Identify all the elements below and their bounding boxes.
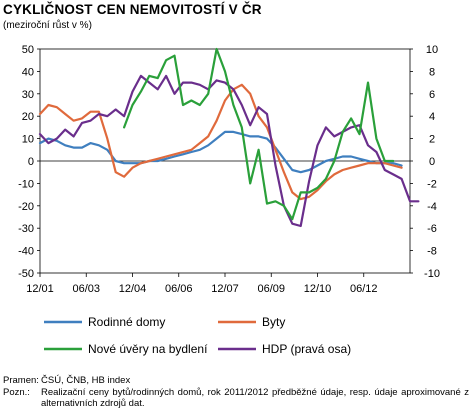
x-tick-label: 06/06 (165, 283, 193, 295)
note-label: Pozn.: (3, 386, 30, 398)
series-line-1 (38, 130, 403, 174)
left-tick-label: 0 (28, 156, 34, 168)
right-tick-label: -4 (427, 201, 437, 213)
x-tick-label: 06/12 (350, 283, 378, 295)
right-tick-label: 6 (429, 89, 435, 101)
x-tick-label: 12/01 (26, 283, 54, 295)
chart-title: CYKLIČNOST CEN NEMOVITOSTÍ V ČR (3, 2, 262, 17)
x-tick-label: 12/10 (304, 283, 332, 295)
legend-label-1: Rodinné domy (88, 315, 165, 329)
series-lines (38, 47, 420, 228)
x-tick-label: 06/03 (72, 283, 100, 295)
left-tick-label: 40 (22, 66, 34, 78)
left-tick-label: 50 (22, 44, 34, 56)
series-line-3 (123, 47, 395, 221)
chart-subtitle: (meziroční růst v %) (3, 20, 92, 31)
legend-label-2: Byty (262, 315, 285, 329)
x-tick-label: 12/07 (211, 283, 239, 295)
note-text: Realizační ceny bytů/rodinných domů, rok… (41, 386, 469, 410)
right-tick-label: -8 (427, 246, 437, 258)
legend-label-4: HDP (pravá osa) (262, 342, 351, 356)
right-tick-label: 10 (426, 44, 438, 56)
right-tick-label: 8 (429, 66, 435, 78)
note-row: Pozn.: Realizační ceny bytů/rodinných do… (3, 387, 469, 410)
source-text: ČSÚ, ČNB, HB index (41, 375, 131, 386)
notes: Pramen: ČSÚ, ČNB, HB index Pozn.: Realiz… (3, 375, 469, 410)
left-tick-label: -10 (18, 178, 34, 190)
source-row: Pramen: ČSÚ, ČNB, HB index (3, 375, 469, 387)
left-tick-label: 20 (22, 111, 34, 123)
right-tick-label: -2 (427, 178, 437, 190)
left-tick-label: 10 (22, 134, 34, 146)
left-tick-label: -30 (18, 223, 34, 235)
axes: 50403020100-10-20-30-40-501086420-2-4-6-… (18, 44, 440, 295)
right-tick-label: 4 (429, 111, 435, 123)
right-tick-label: 0 (429, 156, 435, 168)
x-tick-label: 12/04 (119, 283, 147, 295)
legend: Rodinné domy Byty Nové úvěry na bydlení HDP… (44, 315, 351, 356)
left-tick-label: -50 (18, 268, 34, 280)
right-tick-label: -6 (427, 223, 437, 235)
line-chart: 50403020100-10-20-30-40-501086420-2-4-6-… (18, 44, 440, 356)
source-label: Pramen: (3, 375, 39, 386)
x-tick-label: 06/09 (257, 283, 285, 295)
legend-label-3: Nové úvěry na bydlení (88, 342, 208, 356)
left-tick-label: -20 (18, 201, 34, 213)
right-tick-label: 2 (429, 134, 435, 146)
series-line-4 (38, 74, 420, 228)
left-tick-label: 30 (22, 89, 34, 101)
right-tick-label: -10 (424, 268, 440, 280)
left-tick-label: -40 (18, 246, 34, 258)
series-line-2 (38, 83, 403, 201)
